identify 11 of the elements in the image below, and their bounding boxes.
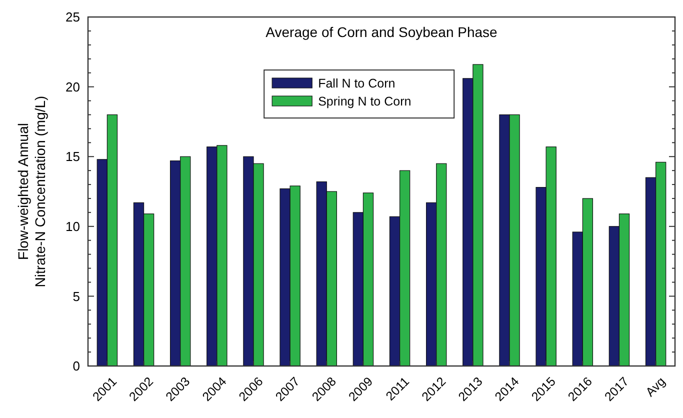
legend-label: Spring N to Corn [318,94,412,108]
y-tick-label: 25 [66,10,80,25]
y-axis-title: Flow-weighted Annual Nitrate-N Concentration (mg/L) [15,96,48,288]
y-tick-label: 5 [72,288,80,304]
text: Average of Corn and Soybean Phase [266,24,498,40]
y-tick-label: 0 [72,358,80,374]
y-tick-label: 20 [66,79,80,94]
x-tick-label: Avg [643,374,668,400]
y-tick-label: 10 [66,218,80,234]
y-tick-label: 15 [66,149,80,164]
legend-label: Fall N to Corn [318,76,396,90]
